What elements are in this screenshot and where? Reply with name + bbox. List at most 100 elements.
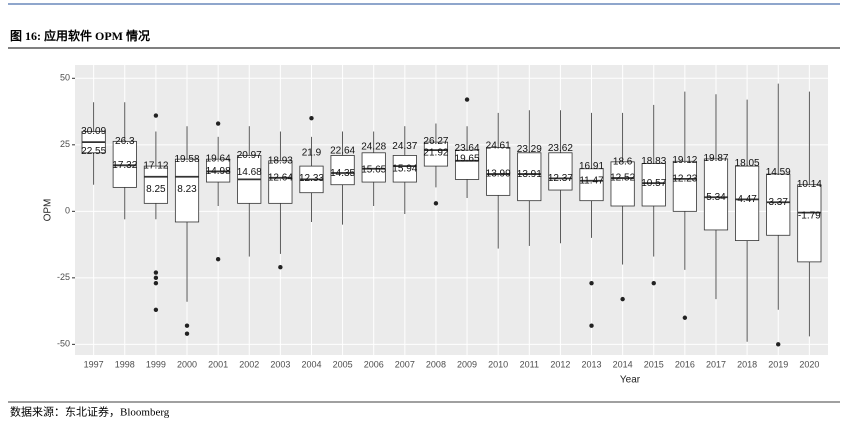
outlier bbox=[184, 331, 190, 336]
lower-value-label: 12.23 bbox=[672, 173, 697, 184]
upper-value-label: 19.87 bbox=[703, 153, 728, 164]
x-tick-label: 2003 bbox=[270, 359, 290, 369]
box bbox=[610, 161, 635, 207]
x-tick-label: 2010 bbox=[488, 359, 508, 369]
source-note: 数据来源：东北证券，Bloomberg bbox=[10, 405, 170, 419]
x-tick-label: 2002 bbox=[239, 359, 259, 369]
x-tick-label: 1999 bbox=[146, 359, 166, 369]
box bbox=[486, 147, 511, 196]
y-tick-label: 0 bbox=[65, 206, 70, 216]
box bbox=[517, 152, 542, 202]
y-axis-label: OPM bbox=[43, 199, 54, 222]
outlier bbox=[464, 97, 470, 102]
box bbox=[143, 165, 168, 204]
x-tick-label: 1998 bbox=[115, 359, 135, 369]
x-tick-label: 2000 bbox=[177, 359, 197, 369]
lower-value-label: 12.33 bbox=[299, 173, 324, 184]
lower-value-label: 14.98 bbox=[206, 166, 231, 177]
outlier bbox=[433, 201, 439, 206]
upper-value-label: 18.05 bbox=[735, 158, 760, 169]
lower-value-label: 17.32 bbox=[112, 160, 137, 171]
box bbox=[392, 155, 417, 183]
box bbox=[672, 160, 697, 212]
upper-value-label: 26.3 bbox=[115, 136, 135, 147]
lower-value-label: 12.37 bbox=[548, 173, 573, 184]
upper-value-label: 20.97 bbox=[237, 150, 262, 161]
upper-value-label: 30.09 bbox=[81, 126, 106, 137]
box bbox=[766, 173, 791, 236]
lower-value-label: 15.65 bbox=[361, 164, 386, 175]
upper-value-label: 18.93 bbox=[268, 156, 293, 167]
x-tick-label: 2012 bbox=[550, 359, 570, 369]
x-tick-label: 2018 bbox=[737, 359, 757, 369]
lower-value-label: 21.92 bbox=[423, 148, 448, 159]
outlier bbox=[589, 323, 594, 328]
lower-value-label: -1.79 bbox=[798, 211, 821, 222]
lower-value-label: 3.37 bbox=[768, 197, 788, 208]
box bbox=[174, 158, 200, 223]
outlier bbox=[153, 113, 159, 118]
outlier bbox=[620, 296, 625, 302]
upper-value-label: 23.64 bbox=[455, 143, 480, 154]
box bbox=[268, 160, 293, 204]
outlier bbox=[153, 275, 159, 281]
lower-value-label: 8.25 bbox=[146, 184, 166, 195]
outlier bbox=[153, 270, 159, 275]
upper-value-label: 24.28 bbox=[361, 141, 386, 152]
x-tick-label: 2020 bbox=[799, 359, 819, 369]
x-tick-label: 2011 bbox=[520, 359, 539, 369]
upper-value-label: 23.29 bbox=[517, 144, 542, 155]
lower-value-label: 11.47 bbox=[579, 175, 604, 186]
lower-value-label: 10.57 bbox=[641, 178, 666, 189]
upper-value-label: 10.14 bbox=[797, 179, 822, 190]
x-tick-label: 2013 bbox=[582, 359, 602, 369]
box bbox=[423, 141, 449, 167]
lower-value-label: 12.64 bbox=[268, 172, 293, 183]
outlier bbox=[153, 307, 159, 312]
box bbox=[579, 168, 604, 202]
box bbox=[548, 152, 573, 191]
lower-value-label: 12.52 bbox=[610, 173, 635, 184]
upper-value-label: 19.58 bbox=[175, 154, 200, 165]
outlier bbox=[776, 342, 781, 347]
outlier bbox=[184, 323, 190, 328]
outlier bbox=[309, 116, 314, 121]
upper-value-label: 14.59 bbox=[766, 167, 791, 178]
upper-value-label: 16.91 bbox=[579, 161, 604, 172]
upper-value-label: 19.64 bbox=[206, 154, 231, 165]
upper-value-label: 22.64 bbox=[330, 146, 355, 157]
y-tick-label: -25 bbox=[57, 272, 70, 282]
x-tick-label: 2016 bbox=[675, 359, 695, 369]
x-tick-label: 2004 bbox=[301, 359, 321, 369]
outlier bbox=[278, 265, 283, 270]
lower-value-label: 14.35 bbox=[330, 168, 355, 179]
lower-value-label: 13.91 bbox=[517, 169, 542, 180]
upper-value-label: 18.83 bbox=[641, 156, 666, 167]
x-tick-label: 1997 bbox=[84, 359, 104, 369]
outlier bbox=[153, 280, 159, 286]
y-tick-label: -50 bbox=[57, 339, 70, 349]
upper-value-label: 24.61 bbox=[486, 140, 511, 151]
upper-value-label: 26.27 bbox=[423, 136, 448, 147]
lower-value-label: 4.47 bbox=[737, 194, 757, 205]
box bbox=[641, 163, 666, 207]
box bbox=[330, 155, 355, 186]
upper-value-label: 19.12 bbox=[672, 155, 697, 166]
upper-value-label: 23.62 bbox=[548, 143, 573, 154]
outlier bbox=[651, 280, 656, 286]
x-tick-label: 2001 bbox=[208, 359, 228, 369]
box bbox=[735, 165, 760, 241]
x-tick-label: 2014 bbox=[613, 359, 633, 369]
lower-value-label: 22.55 bbox=[81, 146, 106, 157]
x-tick-label: 2005 bbox=[333, 359, 353, 369]
x-tick-label: 2019 bbox=[768, 359, 788, 369]
outlier bbox=[215, 121, 221, 126]
x-tick-label: 2007 bbox=[395, 359, 415, 369]
chart-title: 图 16: 应用软件 OPM 情况 bbox=[10, 28, 150, 43]
outlier bbox=[682, 315, 688, 320]
x-tick-label: 2006 bbox=[364, 359, 384, 369]
lower-value-label: 19.65 bbox=[455, 154, 480, 165]
lower-value-label: 5.34 bbox=[706, 192, 726, 203]
lower-value-label: 15.94 bbox=[392, 164, 417, 175]
